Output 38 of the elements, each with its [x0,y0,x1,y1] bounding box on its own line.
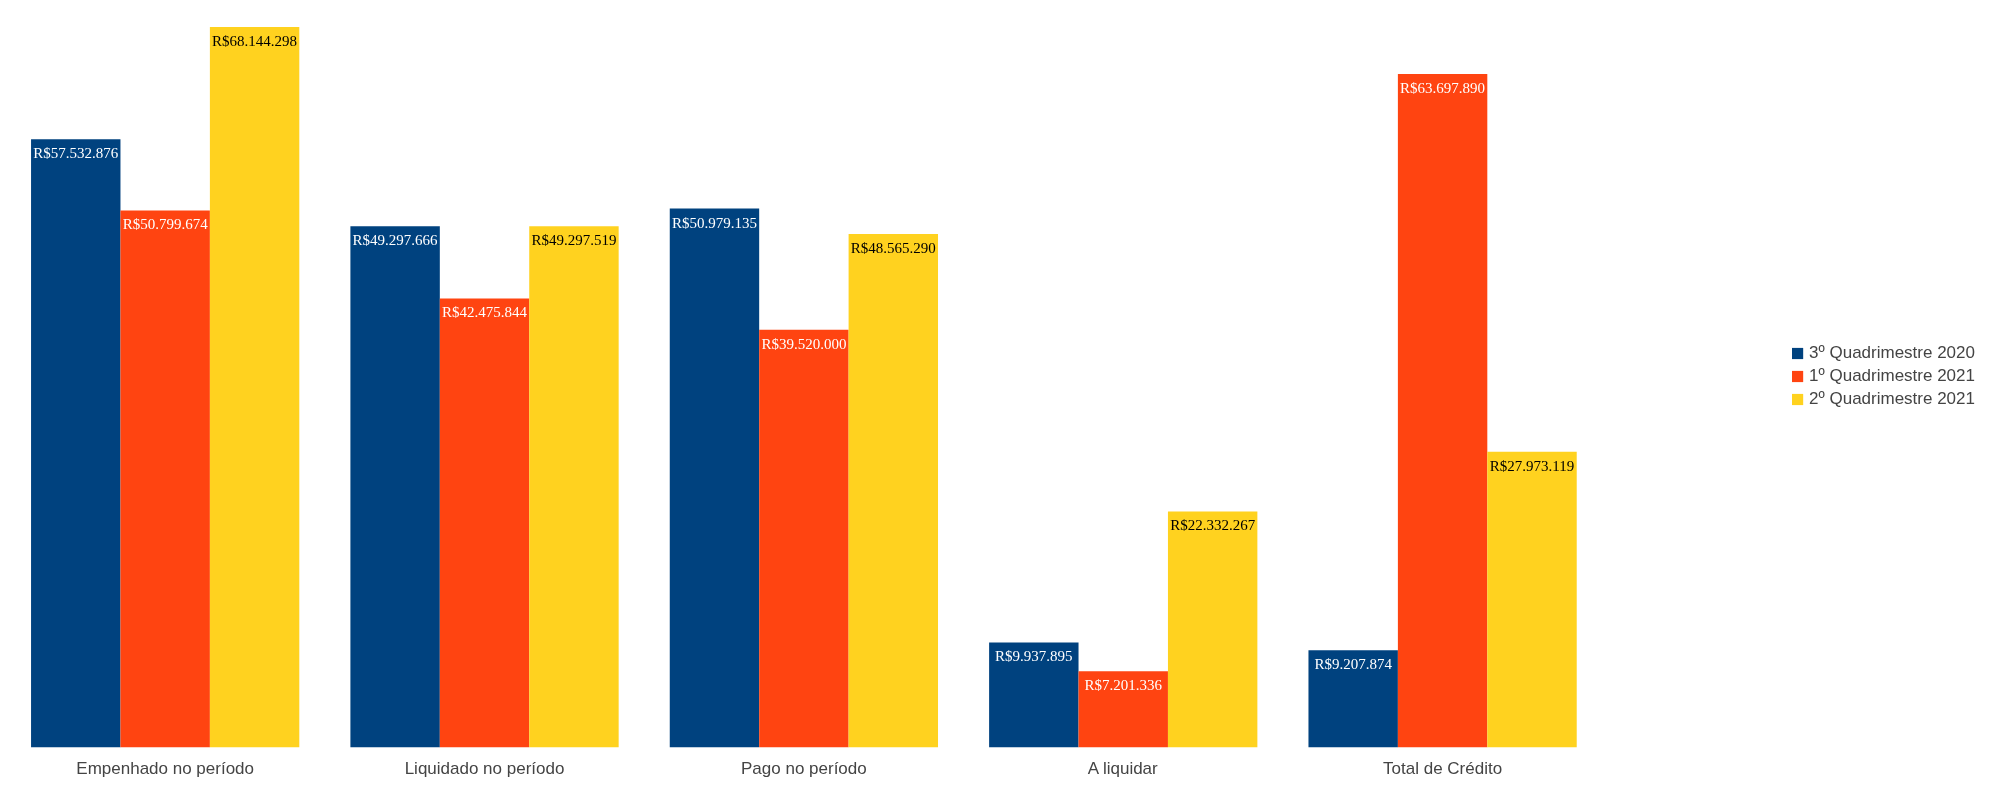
x-tick-label: A liquidar [1087,758,1159,778]
data-label: R$42.475.844 [442,304,528,321]
bar [759,329,849,748]
data-label: R$68.144.298 [212,33,298,50]
bar [1308,650,1398,748]
bar [1487,451,1577,748]
data-label: R$57.532.876 [33,145,119,162]
data-label: R$7.201.336 [1084,677,1163,694]
legend-label: 2º Quadrimestre 2021 [1809,389,1975,409]
bar [120,210,210,748]
bar [209,27,300,748]
data-label: R$50.799.674 [122,216,209,233]
bar [1078,671,1168,748]
data-label: R$39.520.000 [761,335,847,352]
data-label: R$22.332.267 [1170,517,1256,534]
bar [1167,511,1258,748]
legend-label: 1º Quadrimestre 2021 [1809,366,1975,386]
x-tick-label: Empenhado no período [76,758,255,778]
data-label: R$50.979.135 [671,214,757,231]
data-label: R$49.297.666 [352,232,439,249]
x-tick-label: Total de Crédito [1383,758,1503,778]
bar [529,226,619,748]
x-tick-label: Liquidado no período [404,758,565,778]
data-label: R$27.973.119 [1489,457,1575,474]
bar [848,234,939,748]
bar [669,208,760,748]
legend-label: 3º Quadrimestre 2020 [1809,343,1975,363]
data-label: R$49.297.519 [531,232,617,249]
data-label: R$63.697.890 [1400,80,1486,97]
x-tick-label: Pago no período [741,758,867,778]
data-label: R$9.207.874 [1314,656,1393,673]
bar [1397,74,1488,748]
bar [350,226,440,748]
bar [439,298,530,748]
bar [31,139,121,748]
data-label: R$48.565.290 [850,240,936,257]
bar [989,642,1079,748]
data-label: R$9.937.895 [995,648,1073,665]
